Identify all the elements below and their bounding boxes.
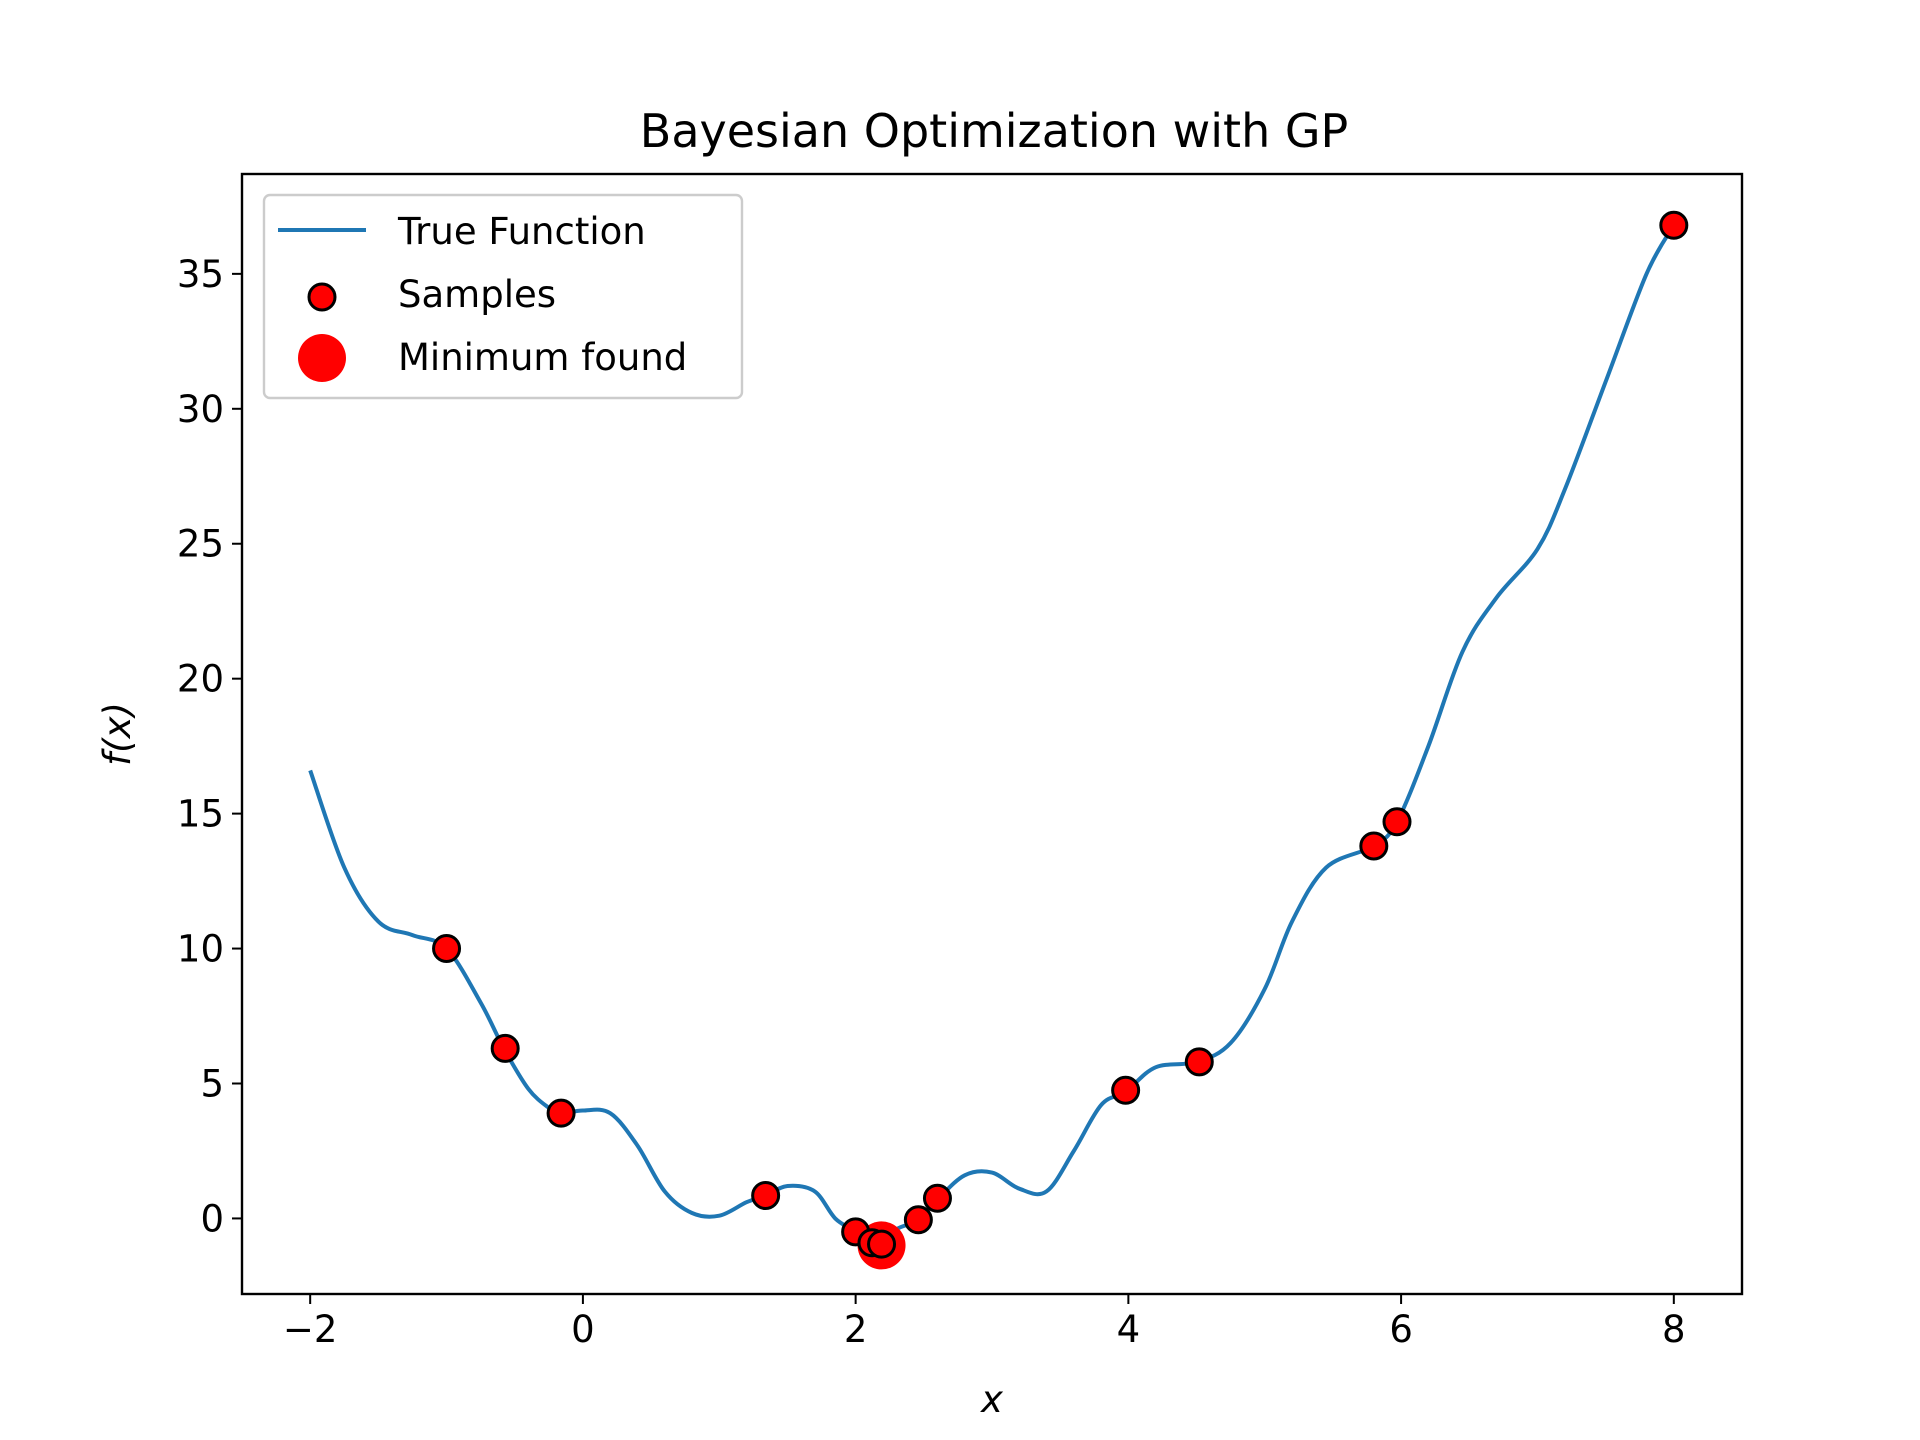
sample-point (867, 1229, 897, 1259)
x-axis-ticks: −2 0 2 4 6 8 (283, 1294, 1686, 1351)
legend-label-true-function: True Function (397, 210, 646, 253)
sample-point (1184, 1047, 1214, 1077)
x-tick-label: 0 (571, 1308, 595, 1351)
sample-point (1359, 831, 1389, 861)
legend-label-samples: Samples (398, 273, 556, 316)
y-tick-label: 20 (177, 658, 224, 701)
x-tick-label: 2 (844, 1308, 868, 1351)
sample-point (751, 1180, 781, 1210)
chart-title: Bayesian Optimization with GP (640, 104, 1348, 158)
y-tick-label: 15 (177, 793, 224, 836)
legend-minimum-swatch (298, 334, 346, 382)
legend-samples-swatch (307, 282, 337, 312)
x-tick-label: −2 (283, 1308, 338, 1351)
x-tick-label: 8 (1662, 1308, 1686, 1351)
y-tick-label: 30 (177, 388, 224, 431)
y-tick-label: 25 (177, 523, 224, 566)
x-tick-label: 6 (1389, 1308, 1413, 1351)
sample-point (546, 1098, 576, 1128)
y-tick-label: 10 (177, 928, 224, 971)
y-tick-label: 5 (200, 1062, 224, 1105)
sample-point (1382, 807, 1412, 837)
y-axis-label: f(x) (96, 702, 139, 766)
legend-label-minimum-found: Minimum found (398, 336, 687, 379)
legend-box (262, 193, 744, 400)
plot-frame (240, 172, 1744, 1296)
y-tick-label: 35 (177, 253, 224, 296)
sample-point (903, 1205, 933, 1235)
y-tick-label: 0 (200, 1197, 224, 1240)
sample-point (432, 934, 462, 964)
x-axis-label: x (980, 1378, 1004, 1421)
x-tick-label: 4 (1117, 1308, 1141, 1351)
sample-point (1111, 1075, 1141, 1105)
y-axis-ticks: 0 5 10 15 20 25 30 35 (177, 253, 242, 1240)
sample-point (922, 1183, 952, 1213)
legend: True Function Samples Minimum found (262, 193, 744, 400)
sample-point (490, 1033, 520, 1063)
sample-point (1659, 210, 1689, 240)
samples-layer (432, 210, 1689, 1259)
